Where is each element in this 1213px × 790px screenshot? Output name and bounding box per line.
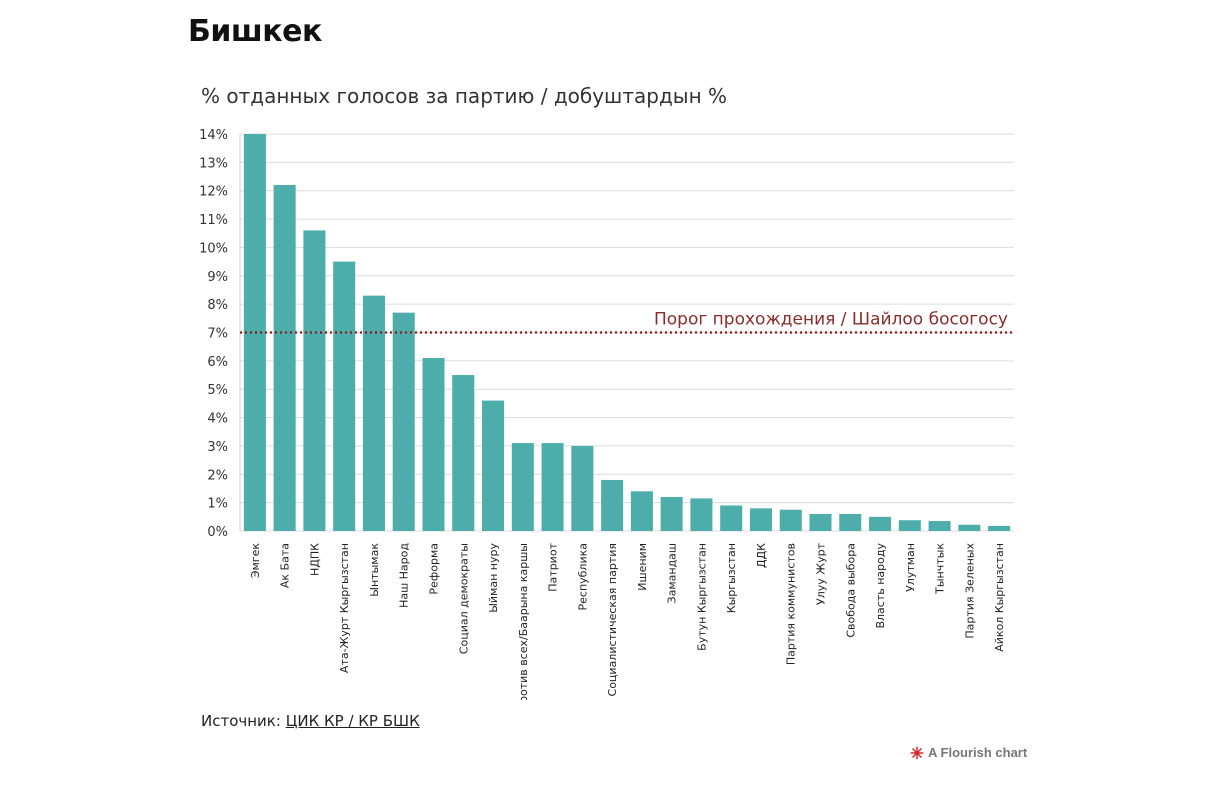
y-tick-label: 2% [207,468,228,483]
y-tick-label: 14% [199,128,228,143]
bar [660,496,683,531]
x-tick-label: Ынтымак [368,543,381,597]
x-tick-label: НДПК [308,543,321,576]
bar [541,443,564,531]
bar [333,261,356,531]
bar [720,505,743,531]
bar [809,513,832,531]
source-line: Источник: ЦИК КР / КР БШК [201,712,420,730]
x-tick-label: Партия коммунистов [785,543,798,665]
source-link[interactable]: ЦИК КР / КР БШК [285,712,420,730]
x-tick-label: Против всех/Баарына каршы [517,543,530,700]
x-tick-label: Улуу Журт [815,542,828,605]
x-tick-label: Патриот [547,542,560,591]
bar [243,134,266,531]
flourish-credit-text: A Flourish chart [928,745,1028,760]
source-label: Источник: [201,712,281,730]
bar [482,400,505,531]
bar [273,185,296,532]
flourish-credit-link[interactable]: A Flourish chart [910,745,1027,760]
y-tick-label: 10% [199,241,228,256]
x-tick-label: Социал демократы [457,543,470,654]
y-tick-label: 7% [207,327,228,342]
x-tick-label: Кыргызстан [725,543,738,613]
y-tick-label: 0% [207,525,228,540]
bar [601,479,624,531]
x-tick-label: Власть народу [874,543,887,629]
x-tick-label: Ыйман нуру [487,543,500,613]
x-tick-label: Республика [576,543,589,611]
x-tick-label: Ак Бата [279,543,292,588]
bar [869,516,892,531]
y-tick-label: 3% [207,440,228,455]
bar [749,508,772,531]
bar [511,443,534,531]
threshold-label: Порог прохождения / Шайлоо босогосу [654,310,1008,330]
bar-chart: 0% 1% 2% 3% 4% 5% 6% 7% 8% 9% 10% 11% 12% 13% 14% Эмгек… [199,128,1014,700]
y-tick-label: 6% [207,355,228,370]
bar [571,445,594,531]
y-tick-label: 12% [199,185,228,200]
x-tick-label: Бутун Кыргызстан [695,543,708,651]
x-tick-label: Айкол Кыргызстан [993,543,1006,652]
x-tick-label: Реформа [428,543,441,595]
y-tick-label: 9% [207,270,228,285]
bar [928,521,951,531]
y-tick-label: 8% [207,298,228,313]
bar [839,513,862,531]
x-tick-label: Замандаш [666,543,679,603]
bar [988,525,1011,531]
x-tick-label: Ишеним [636,543,649,591]
bar [630,491,653,531]
y-tick-label: 13% [199,156,228,171]
x-tick-label: Наш Народ [398,543,411,608]
x-tick-label: Тынчтык [934,543,947,595]
x-tick-label: Партия Зеленых [963,543,976,639]
bar [898,520,921,531]
y-tick-label: 5% [207,383,228,398]
x-tick-label: Социалистическая партия [606,543,619,696]
y-tick-label: 4% [207,412,228,427]
bar [303,230,326,531]
bar [779,509,802,531]
x-tick-label: Свобода выбора [844,543,857,638]
bar [362,295,385,531]
page-title: Бишкек [188,14,322,49]
bar [958,524,981,531]
x-tick-label: Улутман [904,543,917,592]
x-tick-label: ДДК [755,543,768,568]
bar [392,312,415,531]
bar [422,358,445,531]
y-tick-label: 11% [199,213,228,228]
flourish-logo-icon [910,746,924,760]
chart-subtitle: % отданных голосов за партию / добуштард… [201,84,728,108]
x-tick-label: Эмгек [249,543,262,579]
bar [452,375,475,531]
bar [690,498,713,531]
y-tick-label: 1% [207,497,228,512]
x-tick-label: Ата-Журт Кыргызстан [338,543,351,673]
